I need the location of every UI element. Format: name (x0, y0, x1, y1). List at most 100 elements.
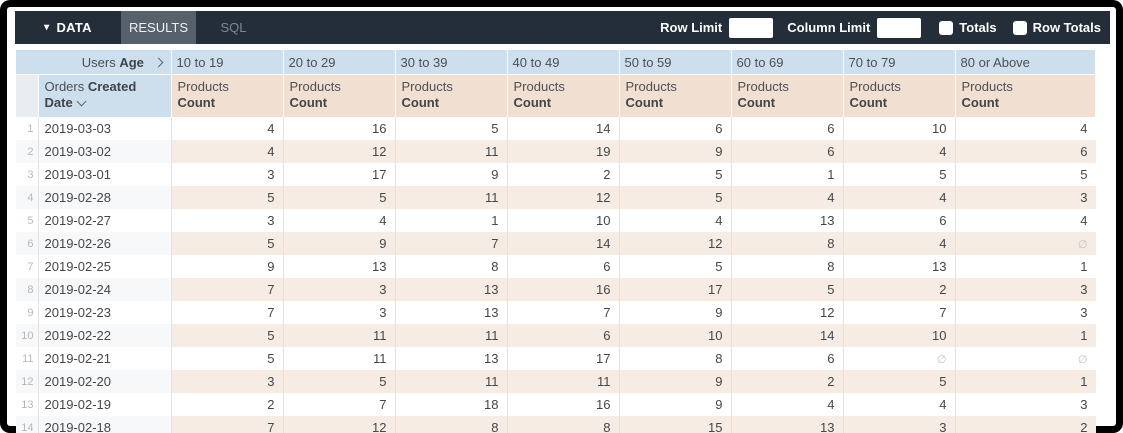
value-cell[interactable]: 6 (619, 117, 732, 140)
value-cell[interactable]: 3 (1080, 305, 1088, 320)
value-cell[interactable]: 3 (1080, 397, 1088, 412)
value-cell[interactable]: 16 (507, 393, 620, 416)
value-cell[interactable]: 9 (619, 301, 732, 324)
value-cell[interactable]: 4 (1080, 213, 1088, 228)
value-cell[interactable]: 2 (843, 278, 956, 301)
measure-header[interactable]: Products Count (283, 74, 396, 117)
value-cell[interactable]: 11 (283, 324, 396, 347)
value-cell[interactable]: 7 (507, 301, 620, 324)
value-cell[interactable]: 5 (731, 278, 844, 301)
column-limit-input[interactable] (877, 17, 922, 38)
value-cell[interactable]: 8 (507, 416, 620, 433)
value-cell[interactable]: 5 (619, 255, 732, 278)
value-cell[interactable]: 3 (283, 301, 396, 324)
date-cell[interactable]: 2019-03-03 (38, 117, 172, 140)
value-cell[interactable]: ∅ (955, 347, 1095, 370)
value-cell[interactable]: 8 (619, 347, 732, 370)
value-cell[interactable]: 4 (843, 186, 956, 209)
value-cell[interactable]: 1 (1080, 259, 1088, 274)
date-cell[interactable]: 2019-02-24 (38, 278, 172, 301)
value-cell[interactable]: 12 (619, 232, 732, 255)
date-cell[interactable]: 2019-02-26 (38, 232, 172, 255)
value-cell[interactable]: 6 (731, 117, 844, 140)
value-cell[interactable]: 8 (731, 232, 844, 255)
value-cell[interactable]: 5 (843, 370, 956, 393)
value-cell[interactable]: 17 (283, 163, 396, 186)
value-cell[interactable]: 3 (171, 209, 284, 232)
value-cell[interactable]: 5 (843, 163, 956, 186)
value-cell[interactable]: 1 (731, 163, 844, 186)
value-cell[interactable]: 4 (731, 186, 844, 209)
value-cell[interactable]: 11 (395, 324, 508, 347)
value-cell[interactable]: 2 (171, 393, 284, 416)
value-cell[interactable]: 1 (955, 370, 1096, 393)
value-cell[interactable]: 7 (171, 278, 284, 301)
value-cell[interactable]: 6 (731, 347, 844, 370)
totals-label[interactable]: Totals (959, 20, 997, 35)
date-cell[interactable]: 2019-02-23 (38, 301, 172, 324)
value-cell[interactable]: 5 (283, 370, 396, 393)
value-cell[interactable]: 11 (395, 186, 508, 209)
value-cell[interactable]: 8 (731, 255, 844, 278)
value-cell[interactable]: 3 (955, 278, 1096, 301)
value-cell[interactable]: 10 (843, 324, 956, 347)
value-cell[interactable]: 5 (1080, 167, 1088, 182)
value-cell[interactable]: 18 (395, 393, 508, 416)
measure-header[interactable]: Products Count (843, 74, 956, 117)
value-cell[interactable]: 17 (619, 278, 732, 301)
value-cell[interactable]: 9 (619, 140, 732, 163)
measure-header[interactable]: Products Count (955, 74, 1097, 117)
measure-header[interactable]: Products Count (731, 74, 844, 117)
value-cell[interactable]: 6 (955, 140, 1096, 163)
value-cell[interactable]: 5 (171, 347, 284, 370)
value-cell[interactable]: 7 (843, 301, 956, 324)
value-cell[interactable]: 3 (171, 163, 284, 186)
value-cell[interactable]: 12 (283, 140, 396, 163)
value-cell[interactable]: 7 (283, 393, 396, 416)
value-cell[interactable]: 1 (955, 324, 1096, 347)
value-cell[interactable]: 6 (507, 255, 620, 278)
value-cell[interactable]: 13 (283, 255, 396, 278)
value-cell[interactable]: 5 (283, 186, 396, 209)
value-cell[interactable]: 7 (171, 416, 284, 433)
value-cell[interactable]: 6 (843, 209, 956, 232)
value-cell[interactable]: 4 (171, 117, 284, 140)
date-cell[interactable]: 2019-02-28 (38, 186, 172, 209)
measure-header[interactable]: Products Count (619, 74, 732, 117)
value-cell[interactable]: 5 (395, 117, 508, 140)
date-cell[interactable]: 2019-02-20 (38, 370, 172, 393)
value-cell[interactable]: 4 (283, 209, 396, 232)
value-cell[interactable]: 11 (395, 140, 508, 163)
value-cell[interactable]: ∅ (955, 232, 1096, 255)
value-cell[interactable]: 9 (171, 255, 284, 278)
value-cell[interactable]: 15 (619, 416, 732, 433)
value-cell[interactable]: 6 (731, 140, 844, 163)
date-cell[interactable]: 2019-02-21 (38, 347, 172, 370)
value-cell[interactable]: ∅ (843, 347, 956, 370)
value-cell[interactable]: 3 (283, 278, 396, 301)
value-cell[interactable]: 14 (507, 117, 620, 140)
value-cell[interactable]: 13 (395, 347, 508, 370)
value-cell[interactable]: 14 (731, 324, 844, 347)
value-cell[interactable]: 3 (843, 416, 956, 433)
date-cell[interactable]: 2019-02-19 (38, 393, 172, 416)
value-cell[interactable]: 1 (395, 209, 508, 232)
value-cell[interactable]: 13 (731, 209, 844, 232)
row-totals-label[interactable]: Row Totals (1032, 20, 1101, 35)
value-cell[interactable]: 2 (507, 163, 620, 186)
value-cell[interactable]: 11 (507, 370, 620, 393)
value-cell[interactable]: 8 (395, 255, 508, 278)
row-totals-checkbox[interactable] (1012, 20, 1027, 35)
value-cell[interactable]: 5 (171, 324, 284, 347)
value-cell[interactable]: 12 (507, 186, 620, 209)
value-cell[interactable]: 19 (507, 140, 620, 163)
tab-results[interactable]: RESULTS (121, 11, 196, 44)
value-cell[interactable]: 3 (955, 186, 1096, 209)
date-cell[interactable]: 2019-02-27 (38, 209, 172, 232)
value-cell[interactable]: 12 (283, 416, 396, 433)
value-cell[interactable]: 4 (171, 140, 284, 163)
date-cell[interactable]: 2019-02-22 (38, 324, 172, 347)
value-cell[interactable]: 10 (619, 324, 732, 347)
value-cell[interactable]: 6 (507, 324, 620, 347)
value-cell[interactable]: 4 (843, 232, 956, 255)
